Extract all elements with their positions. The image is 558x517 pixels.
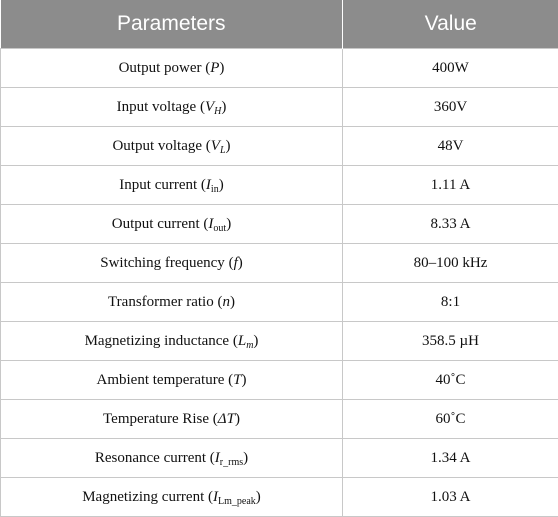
- value-cell: 60˚C: [343, 400, 558, 439]
- value-cell: 1.34 A: [343, 439, 558, 478]
- value-cell: 48V: [343, 127, 558, 166]
- parameter-name: Ambient temperature: [97, 372, 225, 388]
- table-row: Magnetizing current (ILm_peak) 1.03 A: [1, 478, 558, 517]
- parameter-name: Input voltage: [117, 99, 197, 115]
- parameter-cell: Switching frequency (f): [1, 244, 343, 283]
- parameter-cell: Resonance current (Ir_rms): [1, 439, 343, 478]
- parameter-cell: Output power (P): [1, 49, 343, 88]
- table-row: Output voltage (VL) 48V: [1, 127, 558, 166]
- parameter-name: Input current: [119, 177, 197, 193]
- parameter-symbol: V: [205, 99, 214, 115]
- parameter-cell: Magnetizing current (ILm_peak): [1, 478, 343, 517]
- parameter-subscript: out: [213, 223, 226, 234]
- parameter-name: Magnetizing inductance: [85, 333, 230, 349]
- parameter-cell: Output voltage (VL): [1, 127, 343, 166]
- parameter-name: Output current: [112, 216, 200, 232]
- value-cell: 358.5 µH: [343, 322, 558, 361]
- parameter-cell: Ambient temperature (T): [1, 361, 343, 400]
- parameter-name: Temperature Rise: [103, 411, 209, 427]
- value-cell: 8.33 A: [343, 205, 558, 244]
- table-row: Output power (P) 400W: [1, 49, 558, 88]
- parameter-name: Output power: [119, 60, 202, 76]
- parameter-cell: Transformer ratio (n): [1, 283, 343, 322]
- parameter-cell: Output current (Iout): [1, 205, 343, 244]
- table-row: Output current (Iout) 8.33 A: [1, 205, 558, 244]
- header-value: Value: [343, 0, 558, 49]
- value-cell: 40˚C: [343, 361, 558, 400]
- table-row: Input current (Iin) 1.11 A: [1, 166, 558, 205]
- table-row: Magnetizing inductance (Lm) 358.5 µH: [1, 322, 558, 361]
- parameter-symbol: f: [234, 255, 238, 271]
- parameter-subscript: H: [214, 106, 221, 117]
- value-cell: 1.03 A: [343, 478, 558, 517]
- parameter-symbol: V: [211, 138, 220, 154]
- value-cell: 1.11 A: [343, 166, 558, 205]
- parameter-cell: Input current (Iin): [1, 166, 343, 205]
- table-row: Ambient temperature (T) 40˚C: [1, 361, 558, 400]
- parameter-symbol: T: [233, 372, 241, 388]
- parameter-name: Resonance current: [95, 450, 206, 466]
- parameter-subscript: r_rms: [220, 457, 243, 468]
- parameter-name: Transformer ratio: [108, 294, 214, 310]
- value-cell: 360V: [343, 88, 558, 127]
- parameter-symbol: L: [238, 333, 246, 349]
- table-row: Temperature Rise (ΔT) 60˚C: [1, 400, 558, 439]
- table-row: Switching frequency (f) 80–100 kHz: [1, 244, 558, 283]
- table-row: Input voltage (VH) 360V: [1, 88, 558, 127]
- header-parameters: Parameters: [1, 0, 343, 49]
- value-cell: 8:1: [343, 283, 558, 322]
- parameter-subscript: L: [220, 145, 226, 156]
- parameter-cell: Temperature Rise (ΔT): [1, 400, 343, 439]
- parameter-cell: Magnetizing inductance (Lm): [1, 322, 343, 361]
- parameter-name: Magnetizing current: [82, 489, 204, 505]
- table-header-row: Parameters Value: [1, 0, 558, 49]
- parameter-symbol: P: [210, 60, 219, 76]
- parameter-subscript: Lm_peak: [218, 496, 256, 507]
- value-cell: 400W: [343, 49, 558, 88]
- parameter-subscript: in: [211, 184, 219, 195]
- parameter-name: Output voltage: [112, 138, 202, 154]
- parameter-symbol: n: [222, 294, 230, 310]
- table-row: Resonance current (Ir_rms) 1.34 A: [1, 439, 558, 478]
- parameter-cell: Input voltage (VH): [1, 88, 343, 127]
- parameter-name: Switching frequency: [100, 255, 225, 271]
- parameter-subscript: m: [246, 340, 253, 351]
- table-row: Transformer ratio (n) 8:1: [1, 283, 558, 322]
- parameter-symbol: ΔT: [218, 411, 235, 427]
- value-cell: 80–100 kHz: [343, 244, 558, 283]
